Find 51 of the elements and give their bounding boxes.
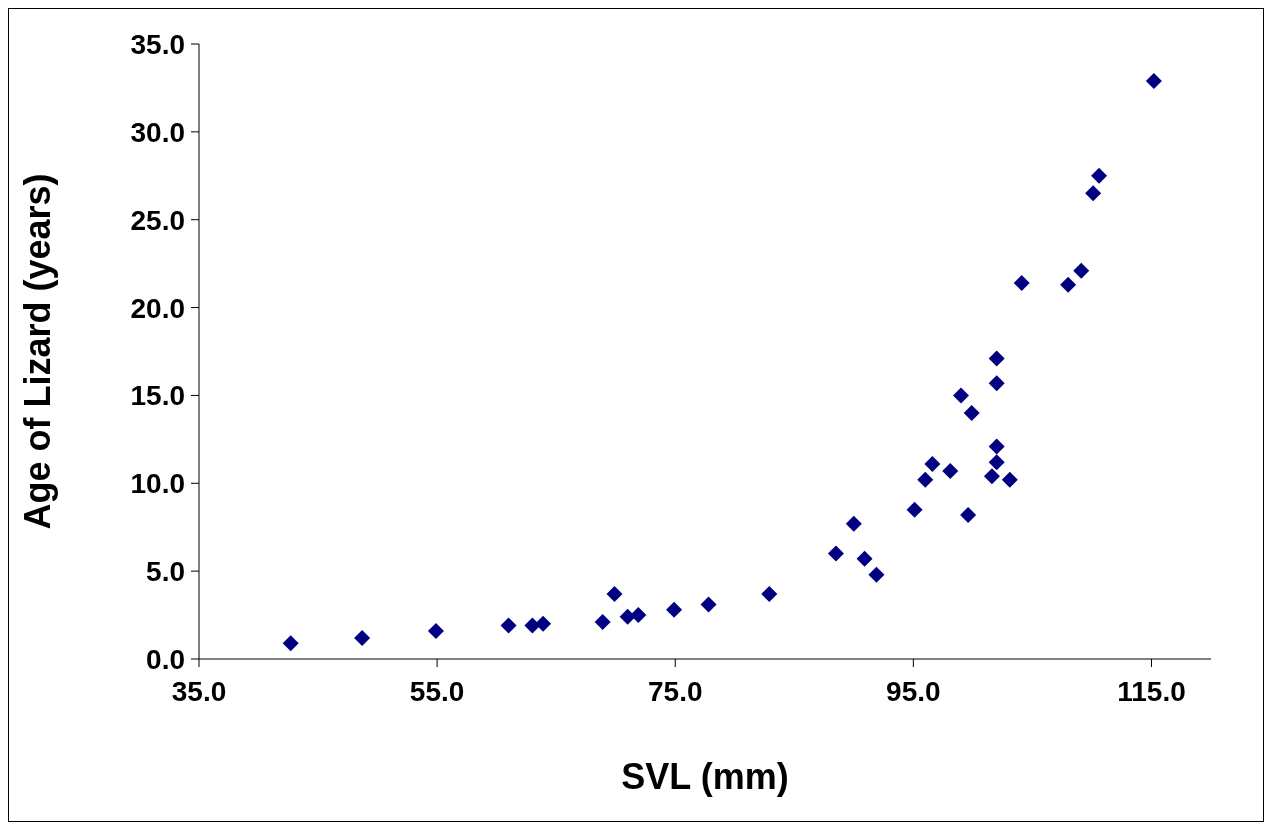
point	[354, 629, 371, 646]
y-tick-label: 20.0	[130, 292, 185, 324]
point	[606, 585, 623, 602]
point	[856, 550, 873, 567]
point	[988, 438, 1005, 455]
point	[700, 596, 717, 613]
y-tick-label: 25.0	[130, 204, 185, 236]
point	[952, 387, 969, 404]
point	[594, 614, 611, 631]
point	[960, 506, 977, 523]
point	[619, 608, 636, 625]
point	[827, 545, 844, 562]
y-tick-label: 15.0	[130, 380, 185, 412]
point	[1085, 185, 1102, 202]
x-tick-label: 35.0	[171, 675, 227, 707]
point	[1145, 72, 1162, 89]
point	[761, 585, 778, 602]
x-tick-label: 55.0	[409, 675, 465, 707]
point	[906, 501, 923, 518]
point	[666, 601, 683, 618]
x-axis-title: SVL (mm)	[621, 756, 789, 797]
point	[963, 405, 980, 421]
point	[983, 468, 1000, 485]
y-tick-label: 35.0	[130, 28, 185, 60]
y-tick-label: 30.0	[130, 116, 185, 148]
point	[1073, 262, 1090, 279]
x-tick-label: 75.0	[647, 675, 703, 707]
point	[1091, 167, 1108, 184]
point	[500, 617, 517, 634]
point	[988, 454, 1005, 471]
point	[1060, 276, 1077, 293]
point	[1013, 274, 1030, 291]
y-tick-label: 0.0	[146, 643, 185, 675]
point	[917, 471, 934, 488]
y-tick-label: 10.0	[130, 468, 185, 500]
point	[988, 375, 1005, 392]
x-tick-label: 115.0	[1117, 675, 1186, 707]
point	[535, 615, 552, 632]
y-axis-title: Age of Lizard (years)	[16, 173, 58, 530]
point	[282, 635, 299, 652]
point	[427, 622, 444, 639]
point	[524, 617, 541, 634]
y-tick-label: 5.0	[146, 556, 185, 588]
point	[1001, 471, 1018, 488]
point	[942, 462, 959, 479]
point	[868, 566, 885, 583]
point	[988, 350, 1005, 367]
x-tick-label: 95.0	[886, 675, 941, 707]
point	[924, 455, 941, 472]
point	[630, 607, 647, 624]
point	[845, 515, 862, 532]
